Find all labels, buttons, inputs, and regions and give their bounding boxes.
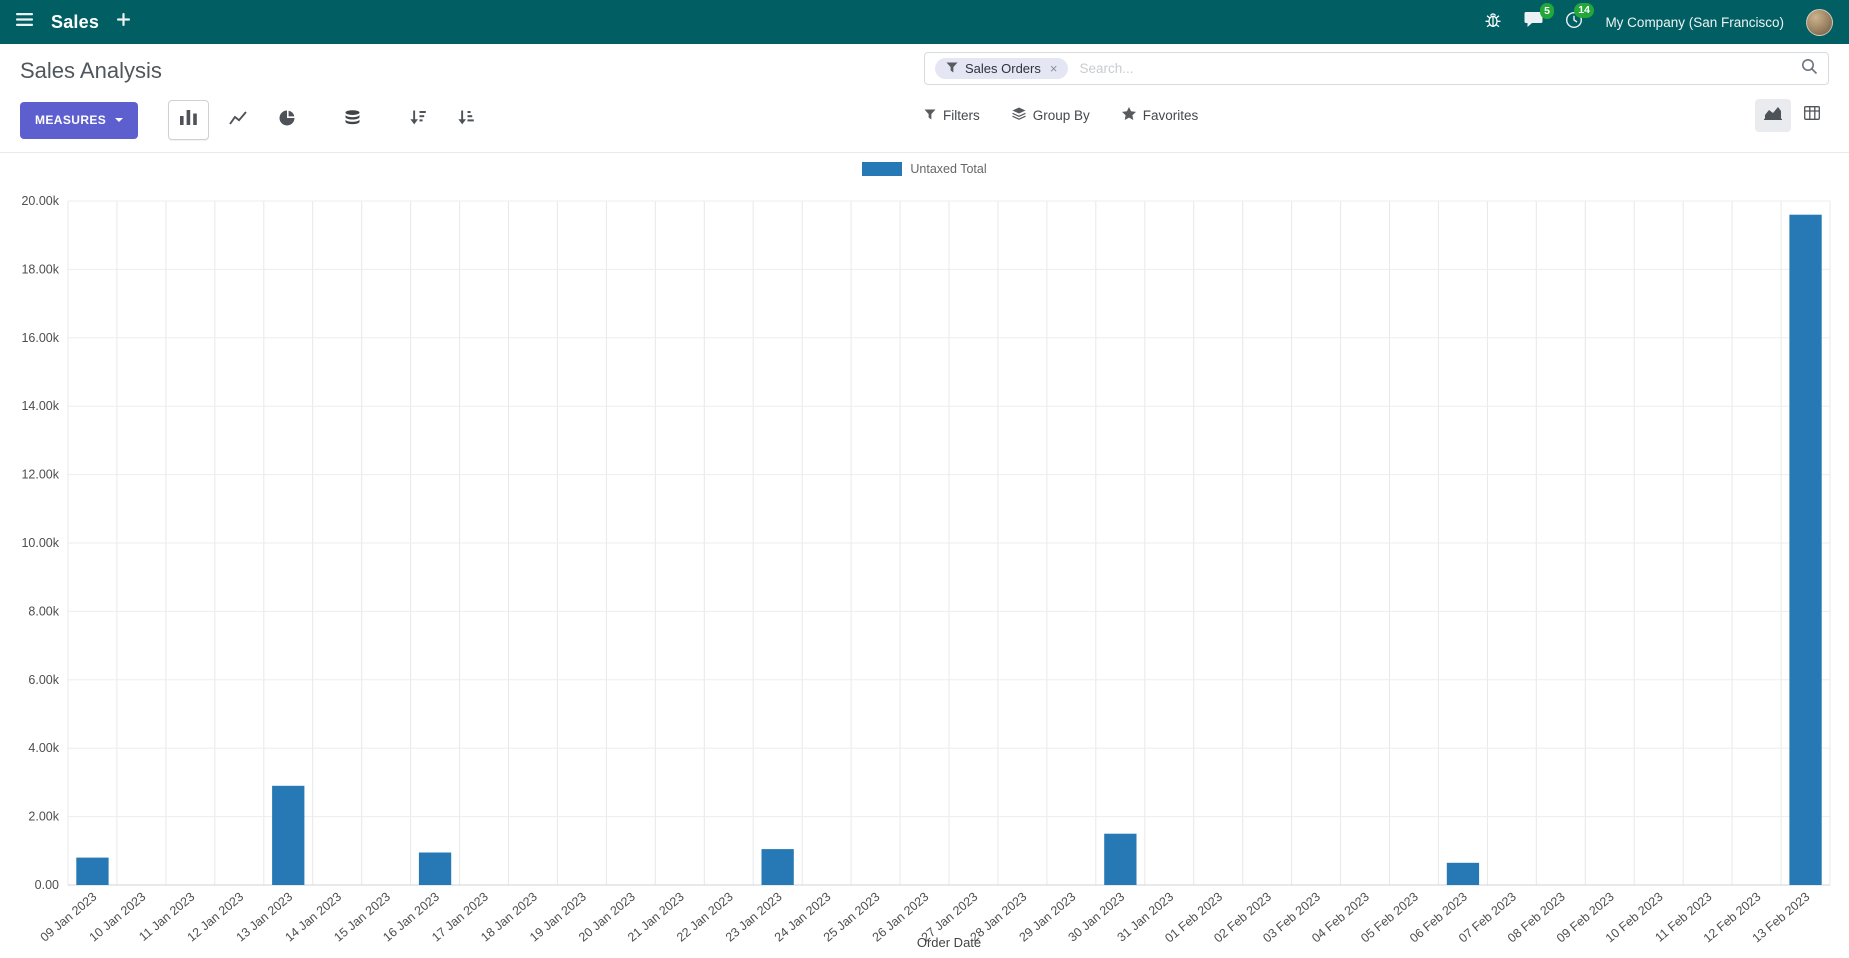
chat-bubble-icon	[1524, 11, 1543, 33]
svg-text:10.00k: 10.00k	[21, 536, 59, 550]
search-facet-label: Sales Orders	[965, 61, 1041, 76]
chart-legend[interactable]: Untaxed Total	[0, 157, 1849, 181]
search-facet[interactable]: Sales Orders ×	[935, 58, 1069, 79]
favorites-label: Favorites	[1142, 107, 1199, 123]
database-stack-icon	[345, 109, 360, 131]
legend-swatch	[862, 162, 903, 176]
sort-desc-icon	[410, 110, 427, 130]
chevron-down-icon	[115, 118, 124, 122]
graph-view-button[interactable]	[1755, 98, 1791, 132]
apps-menu-button[interactable]	[16, 13, 33, 31]
favorites-button[interactable]: Favorites	[1121, 107, 1199, 123]
svg-text:16.00k: 16.00k	[21, 331, 59, 345]
chart-y-axis-labels: 0.00 2.00k 4.00k 6.00k 8.00k 10.00k 12.00k 14.0…	[21, 194, 59, 892]
svg-text:6.00k: 6.00k	[28, 673, 59, 687]
chart-type-group	[168, 100, 486, 141]
svg-text:2.00k: 2.00k	[28, 810, 59, 824]
filters-button[interactable]: Filters	[924, 108, 980, 123]
bar-chart-type-button[interactable]	[168, 100, 210, 140]
view-switcher	[1755, 98, 1829, 132]
legend-label: Untaxed Total	[910, 162, 987, 176]
sort-ascending-button[interactable]	[446, 100, 486, 140]
area-chart-icon	[1764, 106, 1782, 125]
svg-text:12.00k: 12.00k	[21, 468, 59, 482]
stacked-toggle-button[interactable]	[333, 100, 372, 141]
navbar-right: 5 14 My Company (San Francisco)	[1484, 2, 1833, 36]
chart-bar[interactable]	[1104, 833, 1137, 885]
svg-text:18.00k: 18.00k	[21, 262, 59, 276]
line-chart-icon	[229, 110, 247, 130]
search-icon[interactable]	[1801, 58, 1818, 80]
control-panel: Sales Analysis MEASURES	[0, 44, 1849, 153]
search-options-row: Filters Group By Favorites	[924, 91, 1829, 139]
measures-label: MEASURES	[35, 113, 107, 127]
svg-text:14.00k: 14.00k	[21, 399, 59, 413]
search-input[interactable]	[1077, 60, 1792, 77]
page-title: Sales Analysis	[20, 58, 162, 83]
chart-bar[interactable]	[1789, 214, 1822, 885]
plus-icon	[117, 13, 131, 31]
chart-bar[interactable]	[76, 857, 109, 885]
chart-bar[interactable]	[272, 785, 305, 885]
filter-funnel-icon	[924, 108, 936, 123]
sort-descending-button[interactable]	[398, 100, 438, 140]
group-by-button[interactable]: Group By	[1011, 107, 1090, 123]
pie-chart-type-button[interactable]	[267, 100, 307, 141]
chart-bar[interactable]	[761, 849, 794, 885]
facet-remove-button[interactable]: ×	[1049, 61, 1058, 76]
hamburger-icon	[16, 13, 33, 31]
measures-button[interactable]: MEASURES	[20, 101, 139, 139]
star-icon	[1121, 107, 1136, 123]
sort-asc-icon	[458, 110, 475, 130]
pivot-view-button[interactable]	[1795, 99, 1829, 132]
svg-text:8.00k: 8.00k	[28, 604, 59, 618]
bug-icon	[1484, 12, 1502, 33]
new-tab-button[interactable]	[117, 13, 131, 31]
debug-button[interactable]	[1484, 12, 1502, 33]
chart-toolbar: MEASURES	[20, 96, 924, 144]
bar-chart-icon	[180, 110, 198, 130]
activities-button[interactable]: 14	[1565, 2, 1595, 34]
pie-chart-icon	[279, 110, 295, 131]
group-by-label: Group By	[1032, 107, 1090, 123]
navbar-left: Sales	[16, 11, 131, 33]
top-navbar: Sales 5 14 My	[0, 0, 1849, 44]
control-panel-left: Sales Analysis MEASURES	[20, 52, 924, 144]
chart-bars[interactable]	[76, 214, 1822, 886]
pivot-grid-icon	[1804, 105, 1820, 125]
messages-count-badge: 5	[1539, 3, 1555, 19]
svg-text:20.00k: 20.00k	[21, 194, 59, 208]
user-avatar[interactable]	[1806, 8, 1833, 36]
chart-bar[interactable]	[1446, 862, 1480, 885]
filters-label: Filters	[943, 107, 980, 123]
chart-bar[interactable]	[418, 852, 452, 886]
svg-text:4.00k: 4.00k	[28, 741, 59, 755]
chart-x-axis-title: Order Date	[917, 935, 981, 950]
layers-icon	[1011, 107, 1026, 123]
messages-button[interactable]: 5	[1524, 3, 1555, 33]
control-panel-right: Sales Orders × Filters Group By	[924, 52, 1829, 144]
line-chart-type-button[interactable]	[217, 101, 259, 140]
search-bar[interactable]: Sales Orders ×	[924, 52, 1829, 85]
chart-area: Untaxed Total 0.00 2.00k 4.00k 6.00k 8.00k 10…	[0, 153, 1849, 953]
company-switcher[interactable]: My Company (San Francisco)	[1605, 14, 1784, 30]
svg-text:Order Date: Order Date	[917, 935, 981, 950]
svg-text:0.00: 0.00	[35, 878, 59, 892]
app-name[interactable]: Sales	[51, 11, 100, 32]
activities-count-badge: 14	[1573, 2, 1595, 18]
bar-chart: 0.00 2.00k 4.00k 6.00k 8.00k 10.00k 12.00k 14.0…	[21, 194, 1831, 950]
chart-gridlines	[67, 200, 1831, 886]
funnel-icon	[946, 61, 958, 76]
